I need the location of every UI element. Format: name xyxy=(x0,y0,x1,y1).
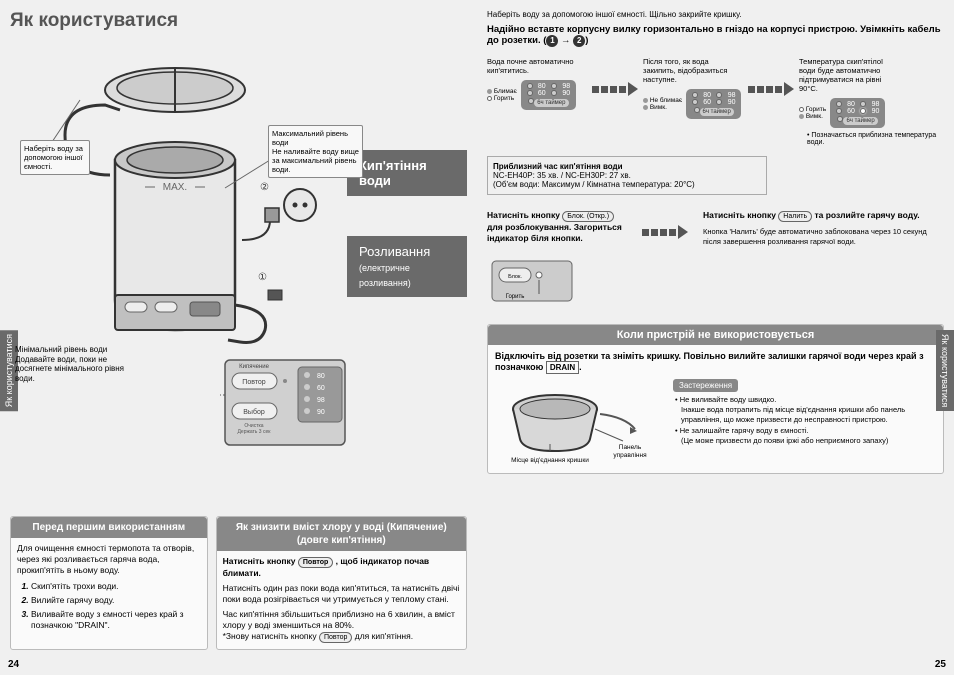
kettle-svg: MAX. ② ① xyxy=(10,40,340,370)
drain-illustration: Місце від'єднання кришки Панель управлін… xyxy=(495,379,665,466)
svg-text:управління: управління xyxy=(613,451,647,459)
flow-step2: Після того, як вода закипить, відобразит… xyxy=(643,57,743,84)
svg-text:Блок.: Блок. xyxy=(508,274,522,280)
unlock-button-ref: Блок. (Откр.) xyxy=(562,211,614,222)
warning-label: Застереження xyxy=(673,379,738,392)
pour-l1b: для розблокування. Загориться індикатор … xyxy=(487,222,622,243)
st-on2: Горить xyxy=(806,106,826,113)
pour-button-ref: Налить xyxy=(778,211,812,222)
flow-step1: Вода почне автоматично кип'ятитись. xyxy=(487,57,587,75)
callout-max: Максимальний рівень води Не наливайте во… xyxy=(268,125,363,178)
right-top-text: Наберіть воду за допомогою іншої ємності… xyxy=(487,10,944,19)
box-first-use: Перед першим використанням Для очищення … xyxy=(10,516,208,650)
section-pour-label: Розливання (електричне розливання) xyxy=(347,236,467,297)
page-title: Як користуватися xyxy=(10,10,467,32)
panel2: 8098 6090 6ч таймер xyxy=(686,89,741,119)
svg-text:Повтор: Повтор xyxy=(242,379,266,386)
svg-text:Місце від'єднання кришки: Місце від'єднання кришки xyxy=(511,456,589,464)
st-nb: Не блимає xyxy=(650,97,682,104)
svg-text:98: 98 xyxy=(317,397,325,404)
control-panel-zoom: Кипячение Повтор Выбор Очистка Держать 3… xyxy=(220,355,350,455)
box2-l1a: Натисніть кнопку xyxy=(223,556,298,566)
st-off2: Вимк. xyxy=(806,113,823,120)
circle-2: 2 xyxy=(573,35,585,47)
repeat-button-ref2: Повтор xyxy=(319,632,352,643)
section-boil-label: Кип'ятіння води xyxy=(347,150,467,196)
approx-title: Приблизний час кип'ятіння води xyxy=(493,162,623,171)
arrow1 xyxy=(592,82,638,96)
box2-n2c: для кип'ятіння. xyxy=(355,631,413,641)
arrow3 xyxy=(642,225,688,239)
svg-text:Выбор: Выбор xyxy=(243,408,265,416)
box-chlorine: Як знизити вміст хлору у воді (Кипячение… xyxy=(216,516,467,650)
not-in-use-box: Коли пристрій не використовується Відклю… xyxy=(487,324,944,474)
arrow2 xyxy=(748,82,794,96)
pour-l1a: Натисніть кнопку xyxy=(487,210,562,220)
right-bold-text: Надійно вставте корпусну вилку горизонта… xyxy=(487,24,944,47)
box2-note1: Натисніть один раз поки вода кип'ятиться… xyxy=(223,583,460,605)
panel3: 8098 6090 6ч таймер xyxy=(830,98,885,128)
warn-b1: • Не виливайте воду швидко. Інакше вода … xyxy=(681,395,936,424)
st-on1: Горить xyxy=(494,95,514,102)
approx-time-box: Приблизний час кип'ятіння води NC-EH40P:… xyxy=(487,156,767,195)
page-num-right: 25 xyxy=(935,659,946,670)
svg-text:60: 60 xyxy=(317,385,325,392)
svg-text:Держать 3 сек: Держать 3 сек xyxy=(238,429,272,435)
warn-b2: • Не залишайте гарячу воду в ємності. (Ц… xyxy=(681,426,936,446)
st-blink1: Блимає xyxy=(494,88,517,95)
box1-step1: Скип'ятіть трохи води. xyxy=(31,581,201,592)
callout-min: Мінімальний рівень води Додавайте води, … xyxy=(15,345,135,383)
box2-title: Як знизити вміст хлору у воді (Кипячение… xyxy=(217,517,466,551)
side-tab-right: Як користуватися xyxy=(936,330,954,411)
drain-label: DRAIN xyxy=(546,361,579,374)
pour-r1b: та розлийте гарячу воду. xyxy=(814,210,919,220)
pour-r1a: Натисніть кнопку xyxy=(703,210,778,220)
pour-label-text: Розливання xyxy=(359,244,430,259)
st-off1: Вимк. xyxy=(650,104,667,111)
approx-line: NC-EH40P: 35 хв. / NC-EH30P: 27 хв. xyxy=(493,171,631,180)
temp-note: • Позначається приблизна температура вод… xyxy=(807,132,944,146)
svg-text:90: 90 xyxy=(317,409,325,416)
svg-text:80: 80 xyxy=(317,373,325,380)
panel1: 8098 6090 6ч таймер xyxy=(521,80,576,110)
not-use-title: Коли пристрій не використовується xyxy=(488,325,943,345)
pour-label-sub: (електричне розливання) xyxy=(359,263,411,288)
pour-r2: Кнопка 'Налить' буде автоматично заблоко… xyxy=(703,227,933,247)
svg-text:②: ② xyxy=(260,182,269,193)
svg-text:Горить: Горить xyxy=(506,294,525,300)
svg-text:Панель: Панель xyxy=(619,444,642,451)
box1-step3: Виливайте воду з ємності через край з по… xyxy=(31,609,201,631)
svg-text:MAX.: MAX. xyxy=(163,182,187,193)
kettle-illustration: MAX. ② ① Наберіть воду за допом xyxy=(10,40,340,370)
box1-intro: Для очищення ємності термопота та отворі… xyxy=(17,543,201,576)
box1-title: Перед першим використанням xyxy=(11,517,207,538)
page-num-left: 24 xyxy=(8,659,19,670)
callout-fill: Наберіть воду за допомогою іншої ємності… xyxy=(20,140,90,175)
box1-step2: Вилийте гарячу воду. xyxy=(31,595,201,606)
unlock-panel-svg: Блок. Горить xyxy=(487,256,577,306)
circle-1: 1 xyxy=(546,35,558,47)
svg-text:①: ① xyxy=(258,272,267,283)
flow-step3: Температура скип'ятілої води буде автома… xyxy=(799,57,899,93)
box2-n2a: Час кип'ятіння збільшиться приблизно на … xyxy=(223,609,455,630)
repeat-button-ref: Повтор xyxy=(298,557,333,568)
box2-n2b: *Знову натисніть кнопку xyxy=(223,631,319,641)
svg-text:Кипячение: Кипячение xyxy=(239,364,269,370)
pour-row: Натисніть кнопку Блок. (Откр.) для розбл… xyxy=(487,210,944,309)
boil-flow-row: Вода почне автоматично кип'ятитись. Блим… xyxy=(487,57,944,146)
approx-sub: (Об'єм води: Максимум / Кімнатна темпера… xyxy=(493,180,695,189)
